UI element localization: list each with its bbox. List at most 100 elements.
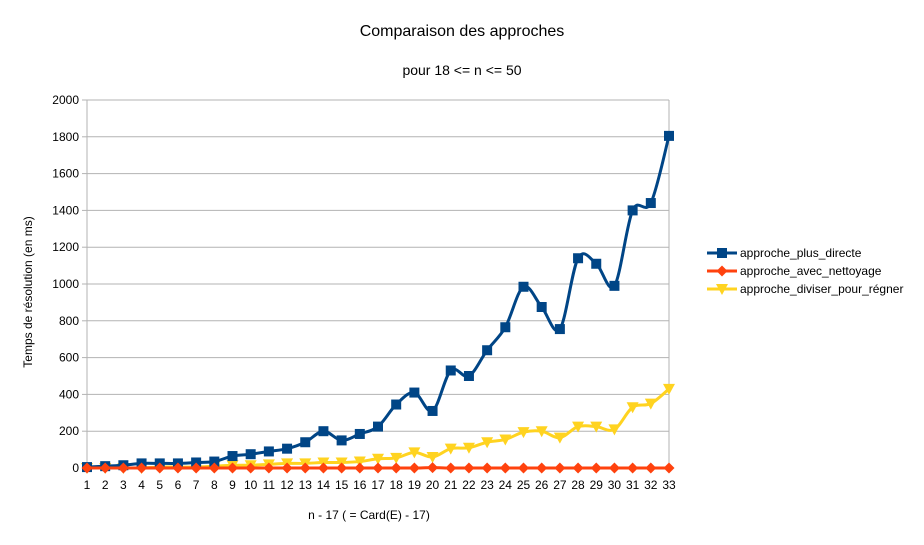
data-point xyxy=(373,463,384,474)
x-tick-label: 26 xyxy=(535,478,549,492)
gridlines xyxy=(87,100,669,468)
y-tick-label: 1000 xyxy=(52,277,79,291)
x-tick-label: 28 xyxy=(571,478,585,492)
x-tick-label: 6 xyxy=(175,478,182,492)
data-point xyxy=(664,131,674,141)
data-point xyxy=(264,446,274,456)
data-point xyxy=(318,463,329,474)
data-point xyxy=(337,435,347,445)
data-point xyxy=(554,463,565,474)
x-tick-label: 27 xyxy=(553,478,567,492)
x-tick-label: 33 xyxy=(662,478,676,492)
legend-item: approche_diviser_pour_régner xyxy=(707,282,903,296)
data-point xyxy=(355,429,365,439)
data-point xyxy=(645,463,656,474)
x-tick-label: 13 xyxy=(299,478,313,492)
data-point xyxy=(246,449,256,459)
x-tick-label: 9 xyxy=(229,478,236,492)
data-point xyxy=(609,281,619,291)
x-tick-label: 3 xyxy=(120,478,127,492)
data-point xyxy=(336,463,347,474)
data-point xyxy=(427,462,438,473)
y-tick-label: 2000 xyxy=(52,93,79,107)
x-tick-label: 8 xyxy=(211,478,218,492)
x-tick-label: 31 xyxy=(626,478,640,492)
series-line xyxy=(87,136,669,467)
series-approche_plus_directe xyxy=(82,131,674,472)
y-tick-label: 1200 xyxy=(52,240,79,254)
y-tick-label: 800 xyxy=(59,314,79,328)
x-tick-label: 14 xyxy=(317,478,331,492)
chart-subtitle: pour 18 <= n <= 50 xyxy=(402,62,521,78)
legend-item: approche_plus_directe xyxy=(707,246,862,260)
data-point xyxy=(646,198,656,208)
x-tick-label: 12 xyxy=(280,478,294,492)
data-point xyxy=(500,322,510,332)
x-tick-label: 10 xyxy=(244,478,258,492)
x-tick-label: 17 xyxy=(371,478,385,492)
x-tick-label: 29 xyxy=(590,478,604,492)
legend-marker xyxy=(717,266,728,277)
x-tick-label: 24 xyxy=(499,478,513,492)
data-point xyxy=(500,463,511,474)
legend: approche_plus_directe approche_avec_netto… xyxy=(707,246,903,296)
data-point xyxy=(628,205,638,215)
data-point xyxy=(591,259,601,269)
data-point xyxy=(482,345,492,355)
data-point xyxy=(664,463,675,474)
x-tick-label: 21 xyxy=(444,478,458,492)
x-tick-label: 18 xyxy=(390,478,404,492)
y-tick-label: 0 xyxy=(72,461,79,475)
data-point xyxy=(591,463,602,474)
x-tick-label: 5 xyxy=(156,478,163,492)
data-point xyxy=(354,463,365,474)
x-tick-label: 1 xyxy=(84,478,91,492)
legend-label: approche_avec_nettoyage xyxy=(740,264,882,278)
legend-label: approche_plus_directe xyxy=(740,246,862,260)
legend-item: approche_avec_nettoyage xyxy=(707,264,882,278)
series-group xyxy=(81,131,675,474)
x-tick-label: 23 xyxy=(480,478,494,492)
legend-label: approche_diviser_pour_régner xyxy=(740,282,903,296)
x-tick-label: 22 xyxy=(462,478,476,492)
y-tick-label: 600 xyxy=(59,351,79,365)
y-tick-label: 1600 xyxy=(52,167,79,181)
data-point xyxy=(464,371,474,381)
data-point xyxy=(463,463,474,474)
x-tick-label: 7 xyxy=(193,478,200,492)
x-tick-label: 2 xyxy=(102,478,109,492)
data-point xyxy=(318,426,328,436)
data-point xyxy=(627,463,638,474)
x-tick-label: 30 xyxy=(608,478,622,492)
data-point xyxy=(609,463,620,474)
data-point xyxy=(428,406,438,416)
y-tick-label: 400 xyxy=(59,387,79,401)
data-point xyxy=(482,463,493,474)
data-point xyxy=(300,437,310,447)
x-axis-title: n - 17 ( = Card(E) - 17) xyxy=(308,508,430,522)
x-tick-label: 4 xyxy=(138,478,145,492)
data-point xyxy=(373,422,383,432)
chart-title: Comparaison des approches xyxy=(360,23,565,40)
x-tick-label: 25 xyxy=(517,478,531,492)
x-tick-label: 15 xyxy=(335,478,349,492)
y-tick-label: 200 xyxy=(59,424,79,438)
y-tick-label: 1400 xyxy=(52,203,79,217)
data-point xyxy=(409,388,419,398)
x-tick-label: 16 xyxy=(353,478,367,492)
y-tick-label: 1800 xyxy=(52,130,79,144)
x-tick-label: 11 xyxy=(263,478,276,492)
x-tick-label: 32 xyxy=(644,478,658,492)
data-point xyxy=(282,444,292,454)
data-point xyxy=(518,463,529,474)
data-point xyxy=(519,282,529,292)
legend-marker xyxy=(717,248,727,258)
data-point xyxy=(446,365,456,375)
x-tick-label: 19 xyxy=(408,478,422,492)
data-point xyxy=(391,400,401,410)
data-point xyxy=(391,463,402,474)
y-axis-title: Temps de résolution (en ms) xyxy=(21,216,35,367)
data-point xyxy=(573,463,584,474)
